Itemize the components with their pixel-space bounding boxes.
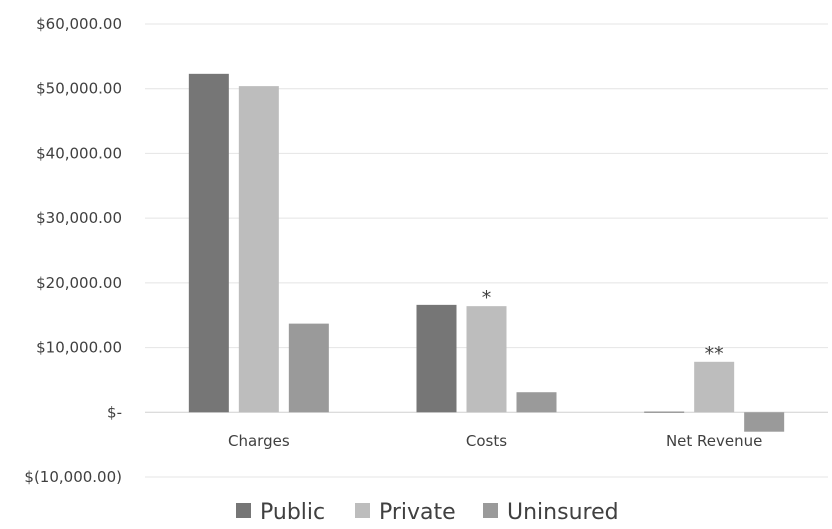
x-category-label: Charges bbox=[228, 432, 290, 450]
y-tick-label: $30,000.00 bbox=[36, 209, 122, 227]
y-tick-label: $50,000.00 bbox=[36, 80, 122, 98]
x-category-label: Costs bbox=[466, 432, 507, 450]
bar-public-costs bbox=[416, 304, 457, 413]
bar-private-net-revenue bbox=[694, 361, 735, 413]
legend-swatch-private bbox=[355, 503, 370, 518]
y-axis-tick-labels: $60,000.00 $50,000.00 $40,000.00 $30,000.00… bbox=[24, 15, 122, 486]
legend-swatch-public bbox=[236, 503, 251, 518]
bar-uninsured-charges bbox=[288, 323, 329, 413]
significance-marker: ** bbox=[705, 343, 724, 365]
legend-label-private: Private bbox=[379, 500, 456, 525]
bar-private-costs bbox=[466, 306, 507, 413]
bars bbox=[188, 73, 785, 432]
y-tick-label: $- bbox=[107, 403, 122, 421]
bar-public-charges bbox=[188, 73, 229, 413]
bar-private-charges bbox=[238, 86, 279, 413]
bar-uninsured-costs bbox=[516, 392, 557, 413]
y-tick-label: $60,000.00 bbox=[36, 15, 122, 33]
legend-label-uninsured: Uninsured bbox=[507, 500, 619, 525]
bar-public-net-revenue bbox=[644, 411, 685, 413]
legend: Public Private Uninsured bbox=[236, 500, 619, 525]
y-tick-label: $20,000.00 bbox=[36, 274, 122, 292]
x-category-label: Net Revenue bbox=[666, 432, 762, 450]
x-axis-category-labels: Charges Costs Net Revenue bbox=[228, 432, 762, 450]
significance-marker: * bbox=[482, 287, 492, 309]
y-tick-label: $10,000.00 bbox=[36, 339, 122, 357]
legend-label-public: Public bbox=[260, 500, 325, 525]
bar-uninsured-net-revenue bbox=[744, 412, 785, 432]
y-tick-label: $(10,000.00) bbox=[24, 468, 122, 486]
legend-swatch-uninsured bbox=[483, 503, 498, 518]
y-tick-label: $40,000.00 bbox=[36, 144, 122, 162]
annotations: *** bbox=[482, 287, 724, 365]
